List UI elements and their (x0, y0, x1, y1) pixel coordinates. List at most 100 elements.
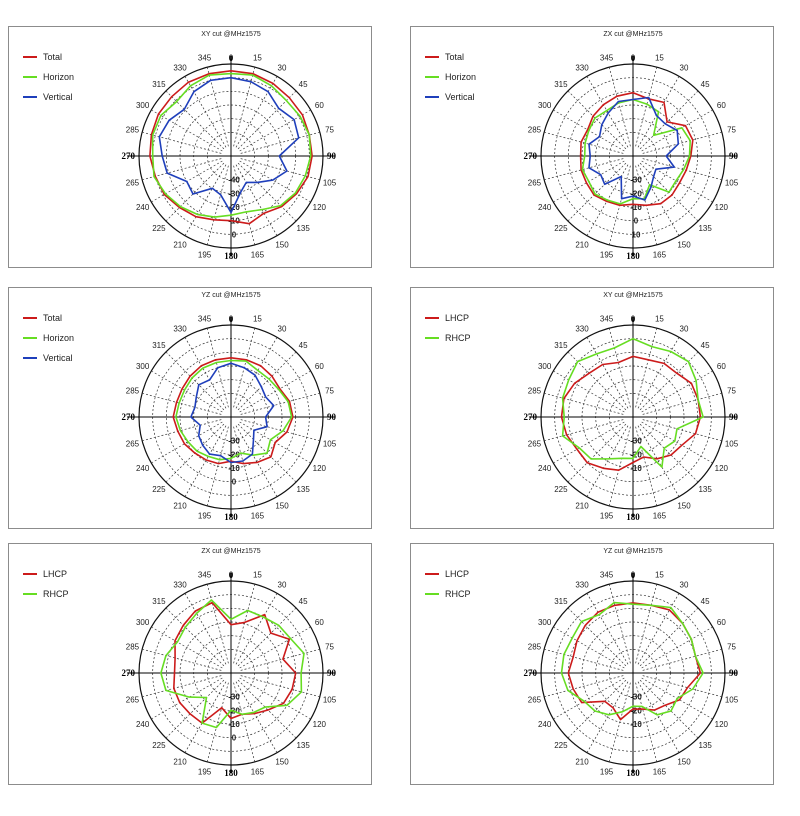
grid-spoke (151, 421, 223, 464)
grid-spoke (586, 425, 629, 497)
grid-spoke (586, 76, 629, 148)
angle-label: 15 (655, 53, 664, 62)
angle-label: 265 (126, 695, 140, 704)
angle-label: 90 (327, 412, 337, 422)
grid-spoke (635, 67, 658, 147)
grid-spoke (642, 675, 722, 698)
grid-spoke (608, 426, 631, 506)
angle-label: 165 (653, 251, 667, 260)
angle-label: 265 (528, 439, 542, 448)
grid-spoke (553, 626, 625, 669)
angle-label: 300 (136, 362, 150, 371)
polar-chart-4: XY cut @MHz1575 0 15 30 45 60 75 90 105 120 135 150… (425, 292, 739, 522)
grid-spoke (544, 158, 624, 181)
angle-label: 240 (538, 720, 552, 729)
angle-label: 330 (575, 325, 589, 334)
grid-spoke (235, 164, 278, 236)
grid-spoke (544, 131, 624, 154)
legend-label-horizon: Horizon (43, 72, 74, 82)
angle-label: 315 (554, 80, 568, 89)
angle-label: 45 (701, 80, 710, 89)
angle-label: 210 (575, 240, 589, 249)
angle-label: 315 (554, 341, 568, 350)
angle-label: 90 (729, 668, 739, 678)
angle-label: 165 (251, 768, 265, 777)
angle-label: 285 (528, 387, 542, 396)
series-line-lhcp (173, 601, 297, 724)
angle-label: 45 (299, 80, 308, 89)
angle-label: 45 (299, 341, 308, 350)
angle-label: 300 (538, 101, 552, 110)
grid-spoke (235, 425, 278, 497)
legend-label-lhcp: LHCP (445, 313, 469, 323)
angle-label: 195 (600, 251, 614, 260)
grid-spoke (165, 607, 225, 667)
radial-tick-label: 0 (232, 734, 237, 743)
radial-tick-label: -10 (630, 720, 642, 729)
radial-tick-label: -30 (228, 189, 240, 198)
polar-chart-2: ZX cut @MHz1575 0 15 30 45 60 75 90 105 120 135 150… (425, 31, 739, 261)
angle-label: 165 (251, 251, 265, 260)
grid-spoke (553, 421, 625, 464)
legend-label-vertical: Vertical (43, 92, 73, 102)
grid-spoke (184, 337, 227, 409)
grid-spoke (142, 392, 222, 415)
angle-label: 210 (173, 757, 187, 766)
angle-label: 265 (528, 178, 542, 187)
grid-spoke (239, 160, 311, 203)
angle-label: 180 (224, 512, 238, 522)
angle-label: 60 (717, 101, 726, 110)
grid-spoke (567, 679, 627, 739)
grid-spoke (151, 370, 223, 413)
grid-spoke (637, 425, 680, 497)
legend-label-rhcp: RHCP (445, 333, 471, 343)
grid-spoke (206, 426, 229, 506)
radial-tick-label: -10 (630, 464, 642, 473)
grid-spoke (637, 337, 680, 409)
grid-spoke (237, 351, 297, 411)
angle-label: 225 (152, 485, 166, 494)
angle-label: 135 (296, 741, 310, 750)
grid-spoke (235, 76, 278, 148)
angle-label: 300 (538, 362, 552, 371)
grid-spoke (239, 370, 311, 413)
angle-label: 265 (126, 178, 140, 187)
angle-label: 60 (717, 362, 726, 371)
angle-label: 165 (653, 512, 667, 521)
radial-tick-label: 0 (232, 230, 237, 239)
angle-label: 150 (677, 240, 691, 249)
angle-label: 135 (698, 224, 712, 233)
chart-panel-2: ZX cut @MHz1575 0 15 30 45 60 75 90 105 120 135 150… (410, 26, 774, 268)
angle-label: 30 (278, 325, 287, 334)
angle-label: 60 (315, 618, 324, 627)
angle-label: 315 (152, 597, 166, 606)
angle-label: 105 (323, 439, 337, 448)
grid-spoke (237, 607, 297, 667)
series-line-rhcp (560, 601, 704, 716)
grid-spoke (635, 584, 658, 664)
grid-spoke (233, 426, 256, 506)
angle-label: 225 (554, 741, 568, 750)
grid-spoke (233, 584, 256, 664)
grid-spoke (142, 648, 222, 671)
angle-label: 135 (296, 485, 310, 494)
angle-label: 90 (729, 412, 739, 422)
legend-label-total: Total (43, 52, 62, 62)
radial-tick-label: -30 (228, 693, 240, 702)
angle-label: 345 (198, 53, 212, 62)
angle-label: 225 (554, 224, 568, 233)
chart-panel-1: XY cut @MHz1575 0 15 30 45 60 75 90 105 120 135 150… (8, 26, 372, 268)
angle-label: 345 (600, 570, 614, 579)
grid-spoke (642, 392, 722, 415)
angle-label: 270 (524, 151, 538, 161)
angle-label: 270 (524, 412, 538, 422)
angle-label: 150 (275, 501, 289, 510)
angle-label: 150 (677, 501, 691, 510)
grid-spoke (544, 675, 624, 698)
angle-label: 240 (136, 720, 150, 729)
angle-label: 195 (198, 512, 212, 521)
grid-spoke (142, 419, 222, 442)
grid-spoke (142, 131, 222, 154)
angle-label: 150 (275, 240, 289, 249)
radial-tick-label: -10 (630, 203, 642, 212)
